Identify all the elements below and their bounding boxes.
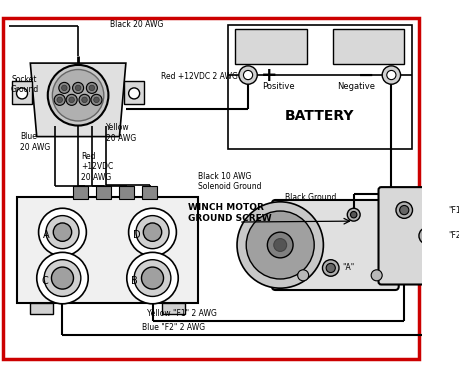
Text: Black Ground: Black Ground [285, 193, 336, 202]
Circle shape [73, 83, 84, 93]
Circle shape [129, 208, 176, 256]
Circle shape [351, 211, 357, 218]
Bar [142, 186, 157, 199]
Text: WINCH MOTOR
GROUND SCREW: WINCH MOTOR GROUND SCREW [188, 203, 272, 222]
Bar [12, 81, 32, 104]
Circle shape [53, 223, 72, 241]
FancyBboxPatch shape [272, 200, 399, 290]
Circle shape [136, 216, 169, 249]
Circle shape [37, 252, 88, 304]
FancyBboxPatch shape [379, 187, 453, 285]
Circle shape [59, 83, 70, 93]
Circle shape [387, 70, 396, 80]
Circle shape [382, 66, 401, 84]
Circle shape [44, 260, 81, 296]
Circle shape [134, 260, 171, 296]
Bar [124, 81, 144, 104]
Text: D: D [133, 230, 141, 240]
Circle shape [347, 208, 360, 221]
Bar [30, 303, 53, 314]
Text: Red +12VDC 2 AWG: Red +12VDC 2 AWG [161, 72, 238, 81]
Text: Red
+12VDC
20 AWG: Red +12VDC 20 AWG [81, 152, 113, 182]
Circle shape [82, 97, 87, 103]
Circle shape [39, 208, 86, 256]
Text: A: A [43, 230, 50, 240]
Text: Socket
Ground: Socket Ground [11, 75, 39, 94]
Bar [235, 29, 307, 64]
Circle shape [143, 223, 162, 241]
Text: +: + [261, 66, 277, 84]
Circle shape [94, 97, 99, 103]
Circle shape [243, 70, 252, 80]
Circle shape [239, 66, 257, 84]
Text: −: − [358, 66, 374, 84]
Text: Blue "F2" 2 AWG: Blue "F2" 2 AWG [142, 323, 206, 332]
Text: "F2": "F2" [448, 231, 459, 240]
Circle shape [400, 205, 409, 215]
Circle shape [46, 216, 79, 249]
Text: Black 10 AWG: Black 10 AWG [197, 172, 251, 181]
Circle shape [62, 85, 67, 90]
Text: Yellow "F1" 2 AWG: Yellow "F1" 2 AWG [147, 310, 217, 319]
Text: "F1": "F1" [448, 205, 459, 215]
Circle shape [91, 94, 102, 105]
Circle shape [51, 267, 73, 289]
Polygon shape [30, 63, 126, 136]
Bar [96, 186, 111, 199]
Bar [119, 186, 134, 199]
Bar [73, 186, 88, 199]
Circle shape [237, 202, 324, 288]
Circle shape [69, 97, 74, 103]
Text: B: B [131, 276, 138, 286]
Circle shape [141, 267, 163, 289]
Text: C: C [41, 276, 48, 286]
Circle shape [75, 85, 81, 90]
Circle shape [371, 270, 382, 281]
Circle shape [323, 260, 339, 276]
Text: Blue
20 AWG: Blue 20 AWG [20, 132, 50, 152]
Circle shape [48, 65, 108, 126]
Circle shape [66, 94, 77, 105]
Text: "A": "A" [342, 264, 354, 273]
Bar [333, 29, 404, 64]
Text: Solenoid Ground: Solenoid Ground [197, 182, 261, 191]
Text: Negative: Negative [337, 83, 375, 92]
Circle shape [54, 94, 65, 105]
Circle shape [267, 232, 293, 258]
Circle shape [57, 97, 62, 103]
Circle shape [127, 252, 178, 304]
Text: BATTERY: BATTERY [285, 109, 354, 123]
Circle shape [246, 211, 314, 279]
Circle shape [17, 88, 28, 99]
Bar [228, 25, 412, 149]
Circle shape [326, 264, 336, 273]
Bar [162, 303, 185, 314]
Text: Yellow
20 AWG: Yellow 20 AWG [106, 123, 136, 143]
Circle shape [79, 94, 90, 105]
Circle shape [396, 202, 413, 218]
Circle shape [423, 231, 432, 241]
Circle shape [274, 239, 286, 251]
Circle shape [129, 88, 140, 99]
Circle shape [298, 270, 309, 281]
Circle shape [89, 85, 95, 90]
Circle shape [86, 83, 97, 93]
Circle shape [52, 69, 104, 121]
Circle shape [419, 228, 436, 244]
Text: Black 20 AWG: Black 20 AWG [110, 20, 163, 29]
Text: Positive: Positive [262, 83, 295, 92]
Bar [17, 197, 198, 303]
